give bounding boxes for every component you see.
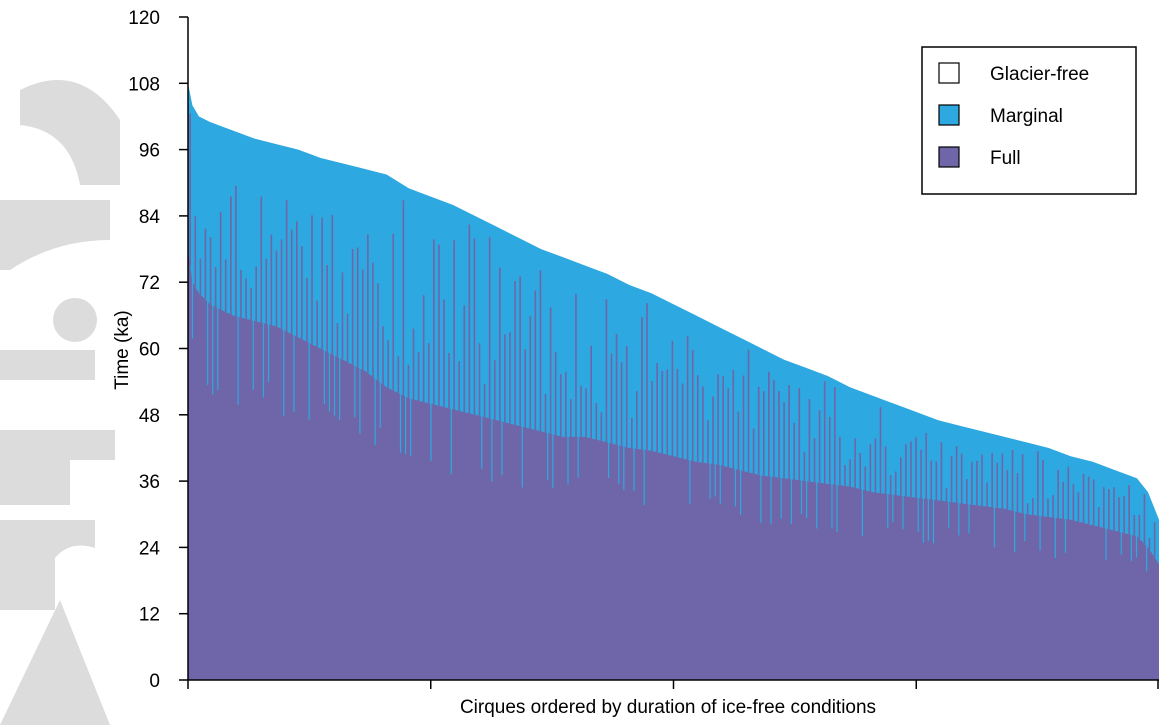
y-tick-label: 12 [139, 605, 160, 626]
legend-label-full: Full [990, 148, 1021, 169]
legend: Glacier-free Marginal Full [921, 46, 1137, 195]
legend-swatch-glacier-free [938, 62, 960, 84]
legend-swatch-marginal [938, 104, 960, 126]
legend-swatch-full [938, 146, 960, 168]
x-axis [187, 679, 1159, 689]
y-tick-label: 36 [139, 472, 160, 493]
y-tick-label: 108 [128, 74, 160, 95]
y-tick-label: 48 [139, 406, 160, 427]
y-tick-label: 24 [139, 538, 161, 559]
y-tick-label: 84 [139, 207, 161, 228]
y-tick-label: 72 [139, 273, 160, 294]
y-axis: 0 12 24 36 48 60 72 84 96 108 120 [128, 8, 189, 692]
y-tick-label: 60 [139, 340, 160, 361]
x-axis-title: Cirques ordered by duration of ice-free … [460, 697, 876, 718]
y-axis-title: Time (ka) [112, 310, 133, 390]
legend-label-marginal: Marginal [990, 106, 1063, 127]
legend-label-glacier-free: Glacier-free [990, 64, 1089, 85]
y-tick-label: 120 [128, 8, 160, 29]
y-tick-label: 96 [139, 141, 160, 162]
series-area-full [188, 249, 1159, 680]
y-tick-label: 0 [149, 671, 160, 692]
plot-area [188, 83, 1159, 681]
